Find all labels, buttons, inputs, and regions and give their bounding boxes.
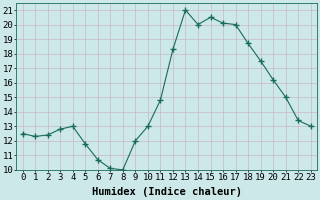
X-axis label: Humidex (Indice chaleur): Humidex (Indice chaleur)	[92, 187, 242, 197]
